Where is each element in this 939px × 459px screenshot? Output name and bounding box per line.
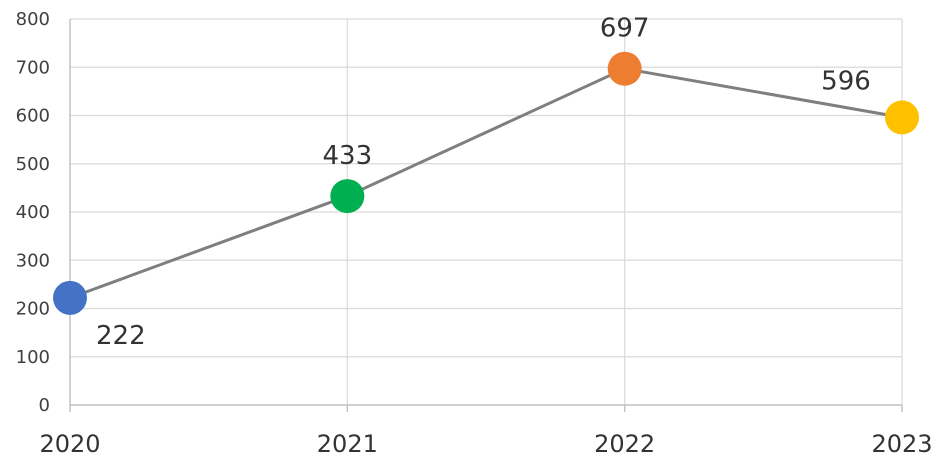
data-point-2020 — [53, 280, 87, 315]
data-point-2021 — [330, 179, 365, 214]
y-tick-label: 0 — [39, 395, 50, 416]
data-point-2023 — [885, 100, 919, 135]
y-tick-label: 800 — [16, 9, 50, 30]
data-label-2023: 596 — [821, 66, 871, 96]
y-axis-tick-labels: 0 100 200 300 400 500 600 700 800 — [16, 9, 50, 416]
x-tick-label: 2023 — [871, 430, 932, 458]
axes — [69, 19, 903, 412]
y-tick-label: 300 — [16, 250, 50, 271]
data-label-2021: 433 — [323, 141, 373, 171]
x-tick-label: 2021 — [317, 430, 378, 458]
y-tick-label: 600 — [16, 106, 50, 127]
x-tick-label: 2020 — [39, 430, 100, 458]
y-tick-label: 500 — [16, 154, 50, 175]
series-line-layer — [69, 67, 903, 300]
y-tick-label: 100 — [16, 347, 50, 368]
data-label-2022: 697 — [600, 14, 650, 44]
y-tick-label: 400 — [16, 202, 50, 223]
gridlines — [70, 18, 903, 405]
x-tick-label: 2022 — [594, 430, 655, 458]
y-tick-label: 700 — [16, 57, 50, 78]
y-tick-label: 200 — [16, 299, 50, 320]
data-points — [53, 51, 919, 315]
data-point-2022 — [607, 51, 642, 86]
data-label-2020: 222 — [96, 321, 146, 351]
data-labels: 222 433 697 596 — [96, 14, 871, 351]
x-axis-tick-labels: 2020 2021 2022 2023 — [39, 430, 932, 458]
series-line — [69, 67, 903, 300]
